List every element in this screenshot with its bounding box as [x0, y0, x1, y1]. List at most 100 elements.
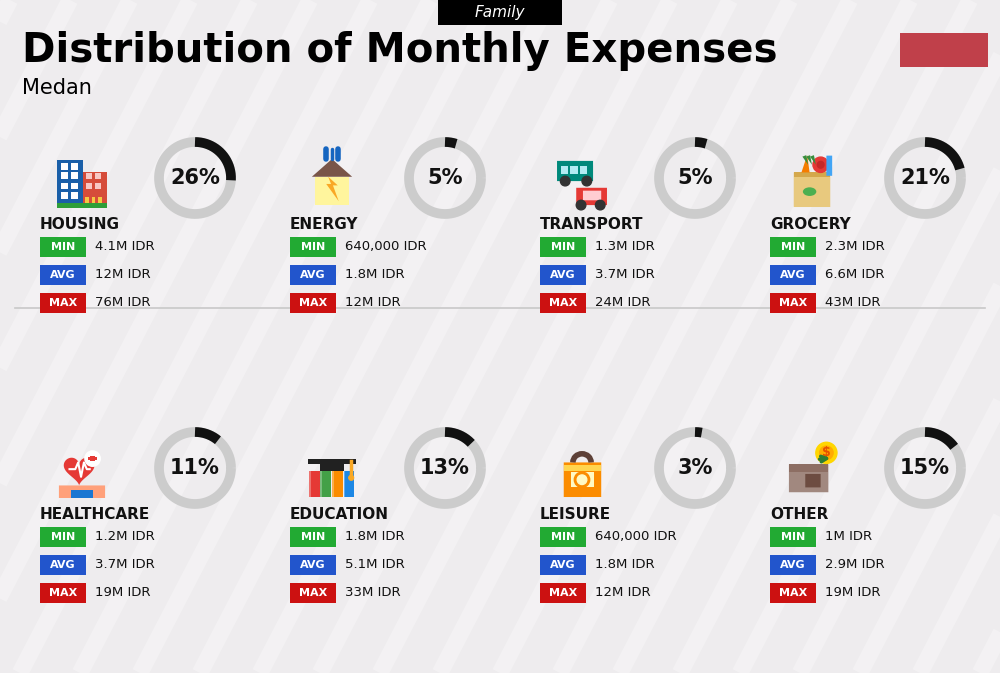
FancyBboxPatch shape	[40, 264, 86, 285]
FancyBboxPatch shape	[90, 456, 95, 462]
Circle shape	[574, 472, 590, 487]
Circle shape	[577, 475, 587, 485]
FancyBboxPatch shape	[540, 264, 586, 285]
FancyBboxPatch shape	[71, 192, 78, 199]
Text: GROCERY: GROCERY	[770, 217, 851, 232]
FancyBboxPatch shape	[83, 172, 107, 206]
Text: MIN: MIN	[301, 532, 325, 542]
Text: LEISURE: LEISURE	[540, 507, 611, 522]
Text: MAX: MAX	[299, 588, 327, 598]
FancyBboxPatch shape	[61, 192, 68, 199]
Text: MAX: MAX	[49, 588, 77, 598]
Text: 6.6M IDR: 6.6M IDR	[825, 268, 885, 281]
FancyBboxPatch shape	[71, 163, 78, 170]
FancyBboxPatch shape	[61, 182, 68, 189]
FancyBboxPatch shape	[71, 490, 93, 498]
Polygon shape	[308, 458, 356, 464]
Circle shape	[817, 162, 824, 168]
FancyBboxPatch shape	[332, 470, 334, 497]
FancyBboxPatch shape	[40, 293, 86, 312]
Text: 5%: 5%	[427, 168, 463, 188]
Text: MAX: MAX	[49, 297, 77, 308]
Text: 1M IDR: 1M IDR	[825, 530, 872, 543]
FancyBboxPatch shape	[85, 197, 89, 206]
Circle shape	[349, 475, 354, 481]
FancyBboxPatch shape	[540, 555, 586, 575]
FancyBboxPatch shape	[98, 197, 102, 206]
FancyBboxPatch shape	[57, 160, 83, 206]
FancyBboxPatch shape	[770, 555, 816, 575]
FancyBboxPatch shape	[557, 161, 593, 181]
FancyBboxPatch shape	[71, 182, 78, 189]
Text: 24M IDR: 24M IDR	[595, 296, 650, 309]
Text: MIN: MIN	[781, 242, 805, 252]
FancyBboxPatch shape	[561, 166, 568, 174]
FancyBboxPatch shape	[95, 184, 101, 189]
FancyBboxPatch shape	[583, 190, 601, 201]
Text: ENERGY: ENERGY	[290, 217, 358, 232]
Polygon shape	[806, 155, 812, 165]
Text: MIN: MIN	[551, 532, 575, 542]
FancyBboxPatch shape	[86, 174, 92, 179]
Text: AVG: AVG	[300, 270, 326, 279]
FancyBboxPatch shape	[805, 474, 821, 487]
FancyBboxPatch shape	[564, 462, 601, 497]
Text: 640,000 IDR: 640,000 IDR	[345, 240, 427, 253]
Text: AVG: AVG	[780, 270, 806, 279]
Text: 3%: 3%	[677, 458, 713, 478]
Text: 19M IDR: 19M IDR	[95, 586, 150, 599]
Polygon shape	[312, 159, 352, 177]
Text: TRANSPORT: TRANSPORT	[540, 217, 644, 232]
FancyBboxPatch shape	[40, 555, 86, 575]
Polygon shape	[64, 458, 94, 485]
Text: MIN: MIN	[781, 532, 805, 542]
FancyBboxPatch shape	[290, 264, 336, 285]
FancyBboxPatch shape	[40, 237, 86, 256]
FancyBboxPatch shape	[826, 155, 832, 176]
FancyBboxPatch shape	[540, 583, 586, 602]
Text: 1.8M IDR: 1.8M IDR	[595, 558, 655, 571]
Text: 1.8M IDR: 1.8M IDR	[345, 268, 405, 281]
FancyBboxPatch shape	[71, 172, 78, 179]
FancyBboxPatch shape	[290, 583, 336, 602]
Text: Medan: Medan	[22, 78, 92, 98]
FancyBboxPatch shape	[332, 470, 343, 497]
FancyBboxPatch shape	[40, 526, 86, 546]
FancyBboxPatch shape	[344, 470, 354, 497]
Text: 21%: 21%	[900, 168, 950, 188]
FancyBboxPatch shape	[564, 465, 601, 471]
Text: 43M IDR: 43M IDR	[825, 296, 881, 309]
Text: 5.1M IDR: 5.1M IDR	[345, 558, 405, 571]
FancyBboxPatch shape	[540, 293, 586, 312]
FancyBboxPatch shape	[770, 293, 816, 312]
FancyBboxPatch shape	[570, 166, 578, 174]
Text: 11%: 11%	[170, 458, 220, 478]
Text: 33M IDR: 33M IDR	[345, 586, 401, 599]
FancyBboxPatch shape	[576, 188, 607, 205]
Text: EDUCATION: EDUCATION	[290, 507, 389, 522]
Text: 12M IDR: 12M IDR	[95, 268, 151, 281]
FancyBboxPatch shape	[92, 197, 95, 206]
Text: 1.3M IDR: 1.3M IDR	[595, 240, 655, 253]
Text: AVG: AVG	[550, 270, 576, 279]
Text: MAX: MAX	[299, 297, 327, 308]
FancyBboxPatch shape	[290, 293, 336, 312]
Text: AVG: AVG	[50, 560, 76, 569]
Text: 13%: 13%	[420, 458, 470, 478]
Text: Distribution of Monthly Expenses: Distribution of Monthly Expenses	[22, 31, 778, 71]
FancyBboxPatch shape	[86, 184, 92, 189]
Polygon shape	[810, 155, 816, 165]
Text: 4.1M IDR: 4.1M IDR	[95, 240, 155, 253]
FancyBboxPatch shape	[770, 526, 816, 546]
Text: MIN: MIN	[551, 242, 575, 252]
Text: 640,000 IDR: 640,000 IDR	[595, 530, 677, 543]
FancyBboxPatch shape	[315, 177, 349, 205]
Text: 5%: 5%	[677, 168, 713, 188]
Text: HEALTHCARE: HEALTHCARE	[40, 507, 150, 522]
Text: MIN: MIN	[301, 242, 325, 252]
Text: MAX: MAX	[549, 588, 577, 598]
Text: 15%: 15%	[900, 458, 950, 478]
Text: MAX: MAX	[779, 588, 807, 598]
Text: 19M IDR: 19M IDR	[825, 586, 881, 599]
Text: 26%: 26%	[170, 168, 220, 188]
